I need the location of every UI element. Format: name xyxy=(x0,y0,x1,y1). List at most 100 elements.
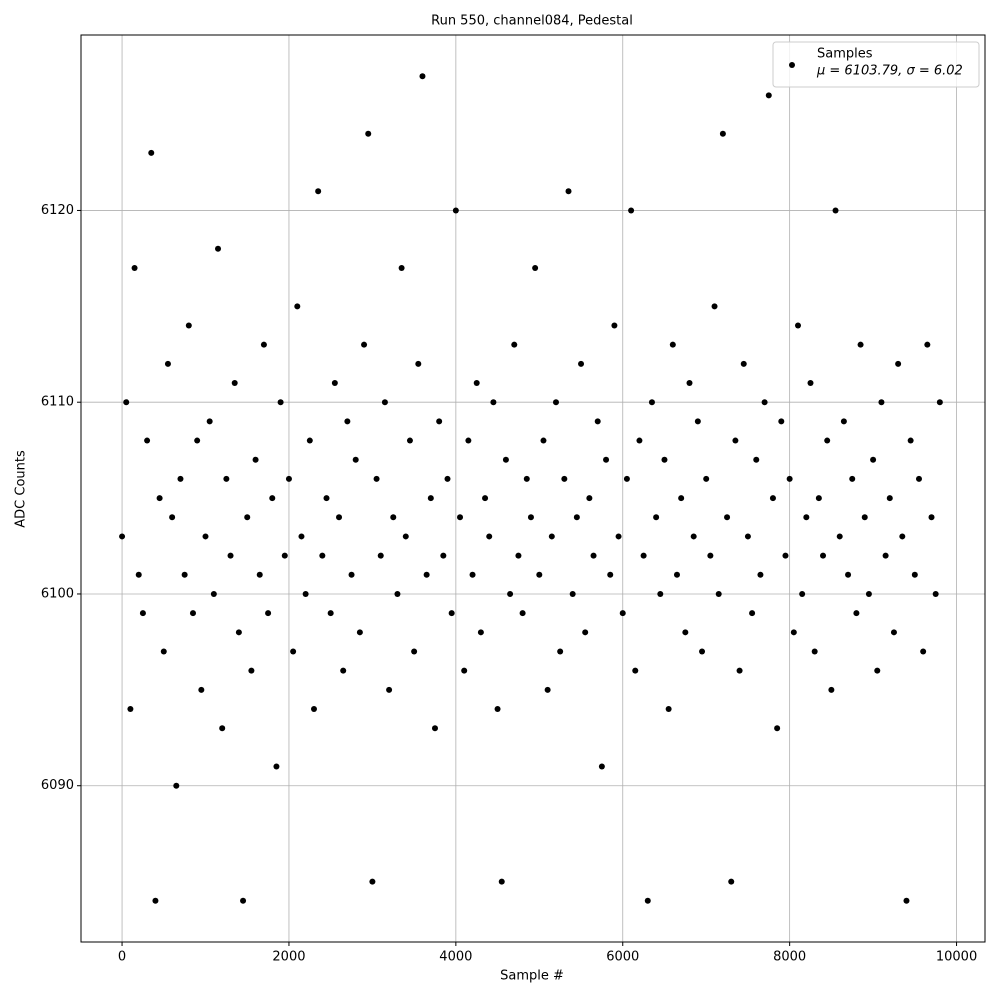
point xyxy=(757,571,764,578)
point xyxy=(248,667,255,674)
point xyxy=(540,437,547,444)
point xyxy=(406,437,413,444)
point xyxy=(678,495,685,502)
point xyxy=(285,475,292,482)
point xyxy=(644,897,651,904)
point xyxy=(273,763,280,770)
point xyxy=(169,514,176,521)
point xyxy=(782,552,789,559)
point xyxy=(911,571,918,578)
point xyxy=(915,475,922,482)
point xyxy=(294,303,301,310)
point xyxy=(653,514,660,521)
point xyxy=(928,514,935,521)
point xyxy=(899,533,906,540)
point xyxy=(348,571,355,578)
point xyxy=(594,418,601,425)
point xyxy=(790,629,797,636)
point xyxy=(344,418,351,425)
point xyxy=(636,437,643,444)
point xyxy=(223,475,230,482)
x-tick-label: 8000 xyxy=(773,950,806,965)
point xyxy=(840,418,847,425)
point xyxy=(740,360,747,367)
point xyxy=(373,475,380,482)
point xyxy=(281,552,288,559)
point xyxy=(586,495,593,502)
point xyxy=(507,590,514,597)
legend-box xyxy=(772,41,980,88)
point xyxy=(690,533,697,540)
point xyxy=(477,629,484,636)
point xyxy=(448,610,455,617)
point xyxy=(210,590,217,597)
point xyxy=(815,495,822,502)
point xyxy=(557,648,564,655)
point xyxy=(853,610,860,617)
point xyxy=(744,533,751,540)
point xyxy=(573,514,580,521)
point xyxy=(648,399,655,406)
point xyxy=(131,264,138,271)
point xyxy=(219,725,226,732)
point xyxy=(669,341,676,348)
point xyxy=(119,533,126,540)
y-tick-label: 6110 xyxy=(41,395,74,410)
point xyxy=(123,399,130,406)
point xyxy=(494,706,501,713)
x-tick-label: 10000 xyxy=(936,950,977,965)
point xyxy=(728,878,735,885)
point xyxy=(578,360,585,367)
point xyxy=(861,514,868,521)
point xyxy=(386,686,393,693)
point xyxy=(319,552,326,559)
chart-title: Run 550, channel084, Pedestal xyxy=(431,14,633,29)
point xyxy=(215,245,222,252)
point xyxy=(932,590,939,597)
point xyxy=(252,456,259,463)
point xyxy=(736,667,743,674)
point xyxy=(603,456,610,463)
point xyxy=(820,552,827,559)
point xyxy=(882,552,889,559)
point xyxy=(340,667,347,674)
point xyxy=(181,571,188,578)
point xyxy=(139,610,146,617)
point xyxy=(761,399,768,406)
point xyxy=(152,897,159,904)
point xyxy=(185,322,192,329)
legend-stats: μ = 6103.79, σ = 6.02 xyxy=(816,64,963,79)
point xyxy=(707,552,714,559)
x-tick-label: 6000 xyxy=(606,950,639,965)
point xyxy=(886,495,893,502)
point xyxy=(498,878,505,885)
point xyxy=(198,686,205,693)
point xyxy=(457,514,464,521)
point xyxy=(235,629,242,636)
point xyxy=(427,495,434,502)
point xyxy=(536,571,543,578)
point xyxy=(306,437,313,444)
point xyxy=(811,648,818,655)
point xyxy=(828,686,835,693)
point xyxy=(857,341,864,348)
point xyxy=(565,188,572,195)
point xyxy=(440,552,447,559)
point xyxy=(298,533,305,540)
point xyxy=(623,475,630,482)
point xyxy=(315,188,322,195)
point xyxy=(682,629,689,636)
point xyxy=(336,514,343,521)
point xyxy=(924,341,931,348)
legend-marker xyxy=(789,62,795,68)
point xyxy=(511,341,518,348)
point xyxy=(615,533,622,540)
point xyxy=(724,514,731,521)
point xyxy=(377,552,384,559)
point xyxy=(607,571,614,578)
point xyxy=(310,706,317,713)
point xyxy=(832,207,839,214)
point xyxy=(920,648,927,655)
point xyxy=(260,341,267,348)
